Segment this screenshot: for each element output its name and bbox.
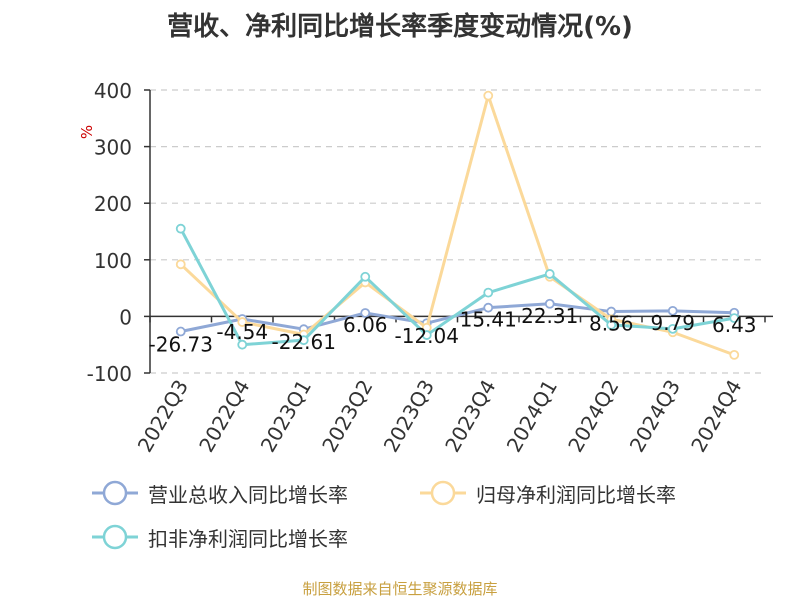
legend-label: 归母净利润同比增长率 (476, 482, 676, 507)
y-tick-label: 300 (94, 136, 132, 160)
data-label: -12.04 (395, 324, 459, 348)
legend-item[interactable]: 归母净利润同比增长率 (418, 478, 676, 508)
x-tick-label: 2024Q2 (563, 376, 623, 457)
x-tick-label: 2023Q3 (379, 376, 439, 457)
y-tick-label: 200 (94, 192, 132, 216)
data-point (175, 259, 186, 270)
data-point (175, 326, 186, 337)
legend-item[interactable]: 营业总收入同比增长率 (90, 478, 348, 508)
x-tick-label: 2023Q4 (440, 376, 500, 457)
data-point (729, 349, 740, 360)
legend-label: 营业总收入同比增长率 (148, 482, 348, 507)
x-tick-label: 2024Q4 (686, 376, 746, 457)
data-point (298, 335, 309, 346)
data-point (483, 302, 494, 313)
data-label: 22.31 (521, 304, 578, 328)
data-point (421, 330, 432, 340)
source-note: 制图数据来自恒生聚源数据库 (302, 580, 498, 598)
data-point (667, 323, 678, 334)
data-label: 9.79 (650, 311, 695, 335)
y-tick-label: 100 (94, 249, 132, 273)
x-tick-label: 2022Q4 (194, 376, 254, 457)
data-label: -26.73 (149, 333, 213, 357)
x-tick-label: 2023Q1 (256, 376, 316, 457)
data-point (360, 308, 371, 318)
legend-circle (430, 480, 456, 506)
y-tick-label: 400 (94, 79, 132, 103)
data-point (544, 269, 555, 279)
data-label: 15.41 (460, 308, 517, 332)
x-tick-label: 2024Q3 (625, 376, 685, 457)
data-label: -4.54 (216, 320, 268, 344)
data-point (606, 319, 617, 330)
data-point (729, 313, 740, 323)
x-tick-label: 2023Q2 (317, 376, 377, 457)
legend-item[interactable]: 扣非净利润同比增长率 (90, 522, 348, 552)
data-point (360, 271, 371, 282)
data-label: 6.43 (712, 313, 757, 337)
series (175, 90, 740, 360)
data-point (483, 287, 494, 298)
gridlines (150, 89, 765, 374)
data-point (237, 339, 248, 350)
y-tick-label: 0 (119, 305, 132, 329)
legend-circle (102, 480, 128, 506)
chart-title: 营收、净利同比增长率季度变动情况(%) (167, 12, 633, 42)
legend-marker-icon (92, 480, 138, 506)
data-label: 8.56 (589, 312, 634, 336)
legend-circle (102, 524, 128, 550)
data-point (175, 223, 186, 234)
series-line (179, 227, 735, 347)
data-point (237, 317, 248, 327)
legend-marker-icon (92, 524, 138, 550)
legend-label: 扣非净利润同比增长率 (148, 526, 348, 551)
y-tick-label: -100 (87, 362, 132, 386)
data-label: 6.06 (343, 313, 388, 337)
data-label: -22.61 (272, 330, 336, 354)
data-point (483, 90, 494, 101)
data-point (544, 298, 555, 309)
x-tick-label: 2024Q1 (502, 376, 562, 457)
data-point (667, 305, 678, 316)
legend-marker-icon (420, 480, 466, 506)
y-axis-label: % (78, 125, 96, 139)
x-tick-label: 2022Q3 (133, 376, 193, 457)
